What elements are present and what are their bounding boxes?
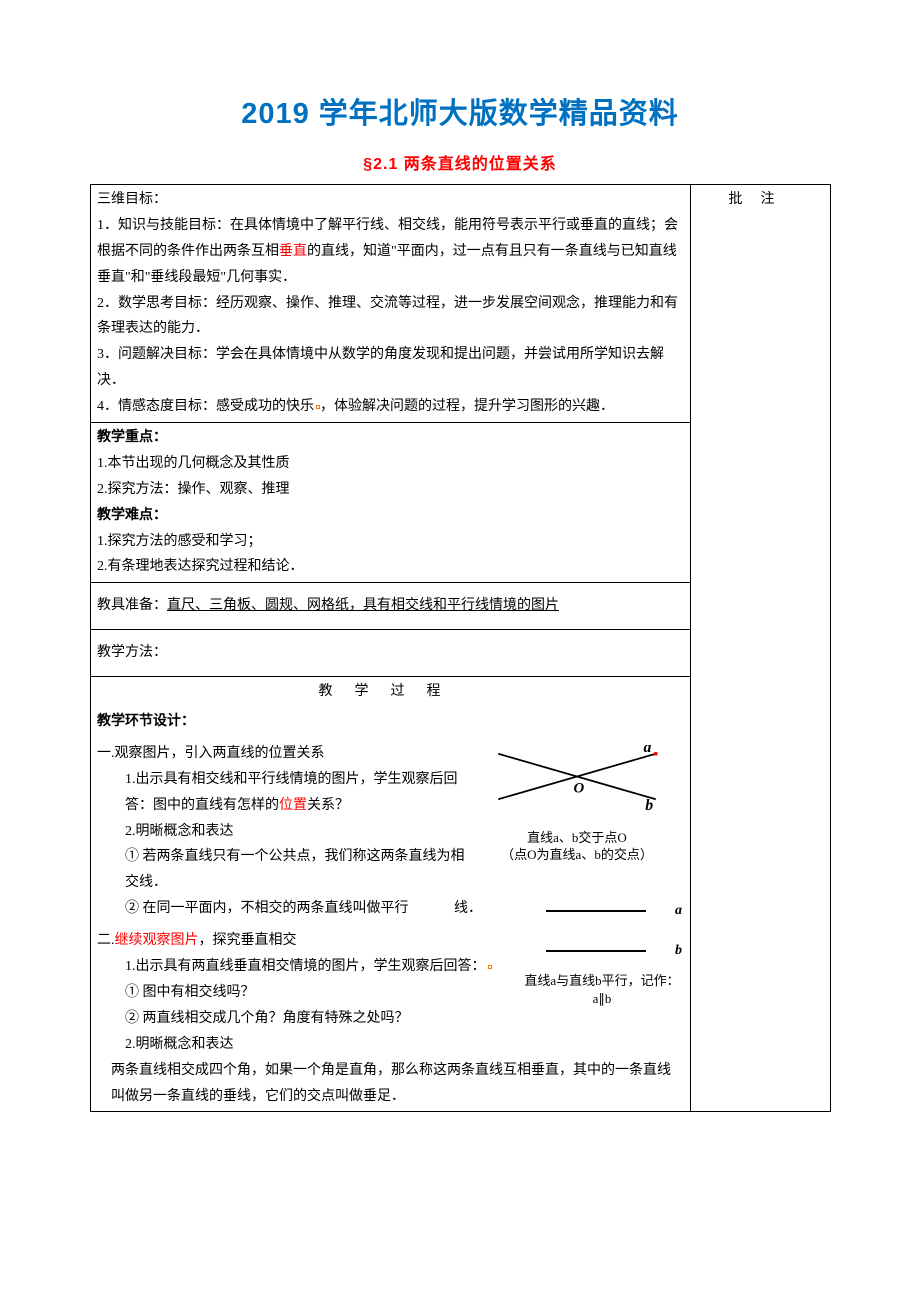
- text: 线．: [454, 901, 482, 916]
- document-title: 2019 学年北师大版数学精品资料: [90, 90, 830, 132]
- keypoint-item: 2.探究方法：操作、观察、推理: [97, 482, 290, 497]
- part2-desc: 两条直线相交成四个角，如果一个角是直角，那么称这两条直线互相垂直，其中的一条直线…: [97, 1058, 684, 1110]
- goal-label: 问题解决目标：: [118, 347, 216, 362]
- text-red: 继续观察图片: [115, 933, 199, 948]
- notes-column: 批注: [691, 185, 831, 1112]
- figure-intersecting-lines: a b O 直线a、b交于点O （点O为直线a、b的交点）: [472, 745, 682, 864]
- svg-text:O: O: [574, 780, 585, 796]
- design-heading: 教学环节设计：: [97, 714, 195, 729]
- goal-num: 1．: [97, 218, 118, 233]
- parallel-label-b: b: [675, 938, 682, 964]
- figure-caption-line: （点O为直线a、b的交点）: [501, 847, 653, 862]
- part1-heading: 一.观察图片，引入两直线的位置关系: [97, 746, 325, 761]
- figure-caption-line: 直线a、b交于点O: [527, 830, 627, 845]
- method-label: 教学方法：: [97, 645, 167, 660]
- text-red: 位置: [279, 798, 307, 813]
- svg-text:b: b: [645, 797, 653, 814]
- goal-num: 2．: [97, 296, 118, 311]
- section-title: §2.1 两条直线的位置关系: [90, 150, 830, 174]
- goal-label: 情感态度目标：: [118, 399, 216, 414]
- goal-2: 2．数学思考目标：经历观察、操作、推理、交流等过程，进一步发展空间观念，推理能力…: [97, 296, 678, 337]
- goal-text-red: 垂直: [279, 244, 307, 259]
- keypoint-item: 1.本节出现的几何概念及其性质: [97, 456, 290, 471]
- goal-3: 3．问题解决目标：学会在具体情境中从数学的角度发现和提出问题，并尝试用所学知识去…: [97, 347, 664, 388]
- keypoints-heading: 教学重点：: [97, 430, 167, 445]
- goal-4: 4．情感态度目标：感受成功的快乐 ，体验解决问题的过程，提升学习图形的兴趣．: [97, 399, 614, 414]
- goal-num: 3．: [97, 347, 118, 362]
- text: 1.出示具有两直线垂直相交情境的图片，学生观察后回答：: [125, 959, 486, 974]
- parallel-label-a: a: [675, 898, 682, 924]
- figure-caption: 直线a与直线b平行，记作：a∥b: [522, 972, 682, 1007]
- goal-label: 知识与技能目标：: [118, 218, 230, 233]
- text: 二.: [97, 933, 115, 948]
- svg-text:a: a: [644, 745, 652, 756]
- goal-num: 4．: [97, 399, 118, 414]
- goals-heading: 三维目标：: [97, 192, 167, 207]
- cursor-marker-icon: [488, 965, 492, 969]
- part2-q2: ② 两直线相交成几个角？角度有特殊之处吗？: [97, 1006, 684, 1032]
- lesson-plan-table: 三维目标： 1．知识与技能目标：在具体情境中了解平行线、相交线，能用符号表示平行…: [90, 184, 831, 1112]
- goal-text-post: 体验解决问题的过程，提升学习图形的兴趣．: [334, 399, 614, 414]
- tools-label: 教具准备：: [97, 598, 167, 613]
- difficulty-item: 2.有条理地表达探究过程和结论．: [97, 559, 304, 574]
- part2-item2: 2.明晰概念和表达: [97, 1032, 684, 1058]
- difficulty-item: 1.探究方法的感受和学习；: [97, 534, 262, 549]
- part2-heading: 二.继续观察图片，探究垂直相交: [97, 933, 297, 948]
- goal-1: 1．知识与技能目标：在具体情境中了解平行线、相交线，能用符号表示平行或垂直的直线…: [97, 218, 678, 285]
- goal-text-pre: 感受成功的快乐: [216, 399, 314, 414]
- text: ② 在同一平面内，不相交的两条直线叫做平行: [125, 901, 409, 916]
- difficulty-heading: 教学难点：: [97, 508, 167, 523]
- text: 关系？: [307, 798, 349, 813]
- goal-text-dot: ，: [320, 399, 334, 414]
- figure-parallel-lines: a b 直线a与直线b平行，记作：a∥b: [522, 890, 682, 1007]
- goal-label: 数学思考目标：: [118, 296, 216, 311]
- text: ，探究垂直相交: [199, 933, 297, 948]
- process-header: 教学过程: [319, 684, 463, 699]
- notes-header: 批注: [729, 192, 793, 207]
- tools-value: 直尺、三角板、圆规、网格纸，具有相交线和平行线情境的图片: [167, 598, 559, 613]
